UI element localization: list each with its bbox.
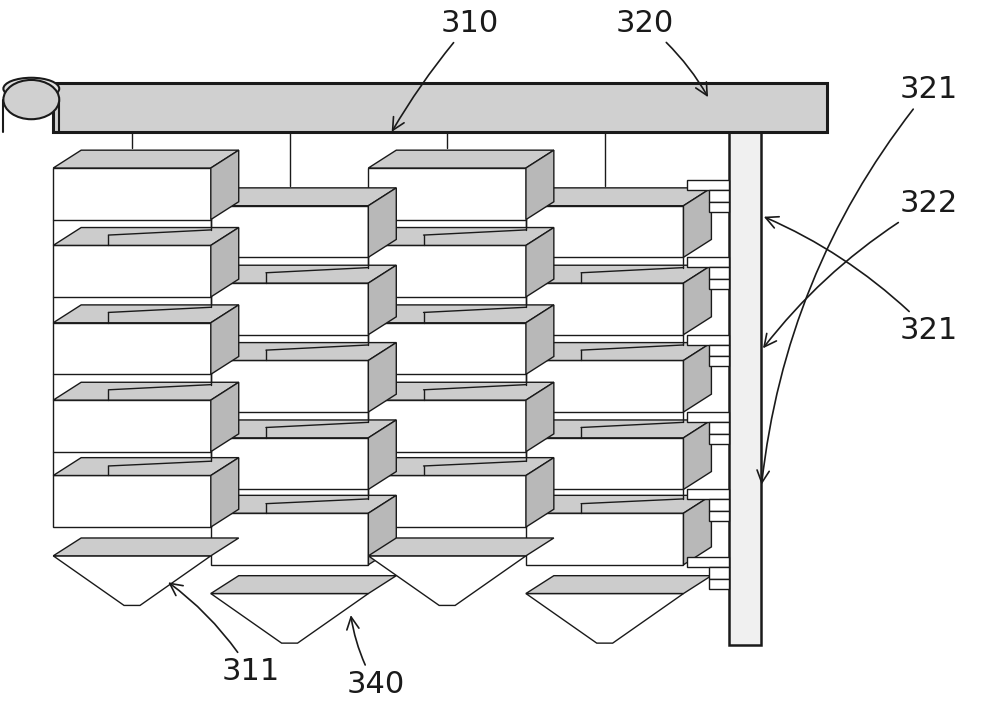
Polygon shape <box>211 593 368 643</box>
Polygon shape <box>53 538 239 556</box>
Polygon shape <box>368 322 526 375</box>
Polygon shape <box>709 579 729 589</box>
Polygon shape <box>709 511 729 521</box>
Polygon shape <box>709 356 729 366</box>
Polygon shape <box>211 496 396 513</box>
Polygon shape <box>211 227 239 297</box>
Polygon shape <box>368 420 396 489</box>
Polygon shape <box>526 305 554 375</box>
Ellipse shape <box>3 80 59 119</box>
Polygon shape <box>687 334 729 344</box>
Polygon shape <box>53 382 239 400</box>
Polygon shape <box>53 150 239 168</box>
Polygon shape <box>526 513 683 565</box>
Text: 310: 310 <box>393 8 499 130</box>
Polygon shape <box>526 420 711 438</box>
Polygon shape <box>683 343 711 412</box>
Polygon shape <box>368 556 526 605</box>
Polygon shape <box>709 422 729 434</box>
Polygon shape <box>211 438 368 489</box>
Text: 320: 320 <box>615 8 707 96</box>
Polygon shape <box>687 180 729 190</box>
Polygon shape <box>53 227 239 246</box>
Polygon shape <box>53 246 211 297</box>
Polygon shape <box>211 343 396 360</box>
Text: 340: 340 <box>346 617 404 699</box>
Polygon shape <box>683 496 711 565</box>
Polygon shape <box>53 83 827 132</box>
Polygon shape <box>368 246 526 297</box>
Polygon shape <box>526 576 711 593</box>
Polygon shape <box>526 343 711 360</box>
Polygon shape <box>368 188 396 257</box>
Polygon shape <box>526 188 711 206</box>
Text: 322: 322 <box>764 189 958 347</box>
Polygon shape <box>526 283 683 334</box>
Polygon shape <box>211 150 239 220</box>
Polygon shape <box>53 305 239 322</box>
Polygon shape <box>526 458 554 527</box>
Polygon shape <box>687 557 729 567</box>
Polygon shape <box>368 400 526 452</box>
Polygon shape <box>211 305 239 375</box>
Polygon shape <box>526 206 683 257</box>
Polygon shape <box>526 265 711 283</box>
Polygon shape <box>211 265 396 283</box>
Polygon shape <box>709 202 729 212</box>
Text: 321: 321 <box>766 217 958 345</box>
Polygon shape <box>368 475 526 527</box>
Polygon shape <box>683 420 711 489</box>
Polygon shape <box>368 150 554 168</box>
Polygon shape <box>709 434 729 444</box>
Polygon shape <box>368 496 396 565</box>
Polygon shape <box>211 576 396 593</box>
Polygon shape <box>53 458 239 475</box>
Polygon shape <box>53 556 211 605</box>
Polygon shape <box>211 420 396 438</box>
Polygon shape <box>526 360 683 412</box>
Polygon shape <box>368 343 396 412</box>
Polygon shape <box>683 188 711 257</box>
Polygon shape <box>211 188 396 206</box>
Polygon shape <box>683 265 711 334</box>
Polygon shape <box>526 593 683 643</box>
Polygon shape <box>211 360 368 412</box>
Polygon shape <box>526 382 554 452</box>
Polygon shape <box>368 227 554 246</box>
Polygon shape <box>368 382 554 400</box>
Polygon shape <box>211 283 368 334</box>
Polygon shape <box>709 499 729 511</box>
Polygon shape <box>211 513 368 565</box>
Polygon shape <box>53 322 211 375</box>
Ellipse shape <box>3 77 59 99</box>
Polygon shape <box>368 538 554 556</box>
Polygon shape <box>526 438 683 489</box>
Polygon shape <box>53 400 211 452</box>
Polygon shape <box>709 344 729 356</box>
Polygon shape <box>526 496 711 513</box>
Polygon shape <box>53 168 211 220</box>
Polygon shape <box>729 132 761 645</box>
Polygon shape <box>368 305 554 322</box>
Polygon shape <box>211 206 368 257</box>
Text: 321: 321 <box>757 75 958 483</box>
Polygon shape <box>368 265 396 334</box>
Polygon shape <box>368 458 554 475</box>
Polygon shape <box>526 227 554 297</box>
Polygon shape <box>53 475 211 527</box>
Text: 311: 311 <box>170 584 280 686</box>
Polygon shape <box>526 150 554 220</box>
Polygon shape <box>709 190 729 202</box>
Polygon shape <box>211 382 239 452</box>
Polygon shape <box>709 567 729 579</box>
Polygon shape <box>687 489 729 499</box>
Polygon shape <box>709 268 729 279</box>
Polygon shape <box>709 279 729 289</box>
Polygon shape <box>687 257 729 268</box>
Polygon shape <box>368 168 526 220</box>
Polygon shape <box>687 412 729 422</box>
Polygon shape <box>211 458 239 527</box>
